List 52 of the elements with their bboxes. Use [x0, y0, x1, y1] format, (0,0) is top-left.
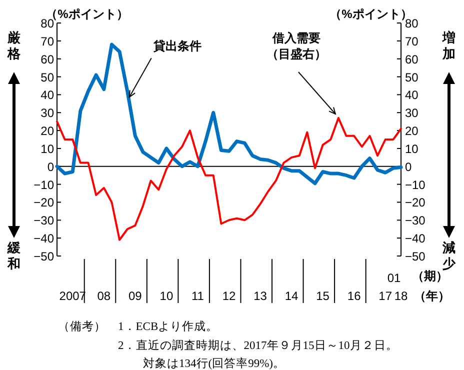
y-tick-label: 10 [40, 142, 54, 156]
y-tick-label: 50 [40, 70, 54, 84]
y2-tick-label: 0 [405, 160, 412, 174]
y2-tick-label: −20 [405, 196, 426, 210]
text: 貸出条件 [152, 39, 202, 54]
y2-tick-label: 30 [405, 106, 419, 120]
y2-tick-label: 60 [405, 52, 419, 66]
y-tick-label: −50 [34, 250, 54, 264]
y2-tick-label: 70 [405, 34, 419, 48]
x-tick-label: 12 [222, 289, 236, 303]
y-tick-label: −20 [34, 196, 54, 210]
y-tick-label: 20 [40, 124, 54, 138]
y2-tick-label: 20 [405, 124, 419, 138]
y2-tick-label: 10 [405, 142, 419, 156]
y2-tick-label: 40 [405, 88, 419, 102]
x-tick-label: 09 [128, 289, 142, 303]
y-tick-label: −40 [34, 232, 54, 246]
y2-tick-label: 50 [405, 70, 419, 84]
text: 2．直近の調査時期は、2017年９月15日～10月２日。 [118, 338, 398, 352]
text: 増加 [442, 30, 456, 61]
y-tick-label: 40 [40, 88, 54, 102]
x-axis-title: （年） [414, 289, 450, 303]
x-tick-label: 11 [191, 289, 204, 303]
y2-tick-label: −30 [405, 214, 426, 228]
y2-tick-label: −10 [405, 178, 426, 192]
x-tick-label: 17 [378, 289, 392, 303]
text: （期） [412, 269, 448, 283]
y-tick-label: 70 [40, 34, 54, 48]
y-tick-label: 30 [40, 106, 54, 120]
y-tick-label: 0 [47, 160, 54, 174]
text: 減少 [442, 240, 456, 271]
x-tick-label: 10 [160, 289, 174, 303]
text: 厳格 [6, 30, 22, 61]
x-tick-label: 15 [316, 289, 330, 303]
text: 対象は134行(回答率99%)。 [143, 356, 285, 370]
y-tick-label: −10 [34, 178, 54, 192]
y-tick-label: −30 [34, 214, 54, 228]
text: （備考） [58, 320, 106, 333]
y2-tick-label: −40 [405, 232, 426, 246]
x-tick-label: 14 [284, 289, 299, 303]
x-tick-label: 16 [347, 289, 362, 303]
text: 01 [387, 271, 401, 285]
text: 緩和 [6, 240, 22, 271]
y-tick-label: 80 [40, 16, 54, 30]
y2-tick-label: 80 [405, 16, 419, 30]
x-tick-label: 18 [394, 289, 408, 303]
x-tick-label: 08 [97, 289, 111, 303]
text: 借入需要（目盛右） [266, 30, 326, 62]
text: 1．ECBより作成。 [118, 320, 218, 333]
x-tick-label: 13 [254, 289, 268, 303]
y-tick-label: 60 [40, 52, 54, 66]
y2-tick-label: −50 [405, 250, 426, 264]
